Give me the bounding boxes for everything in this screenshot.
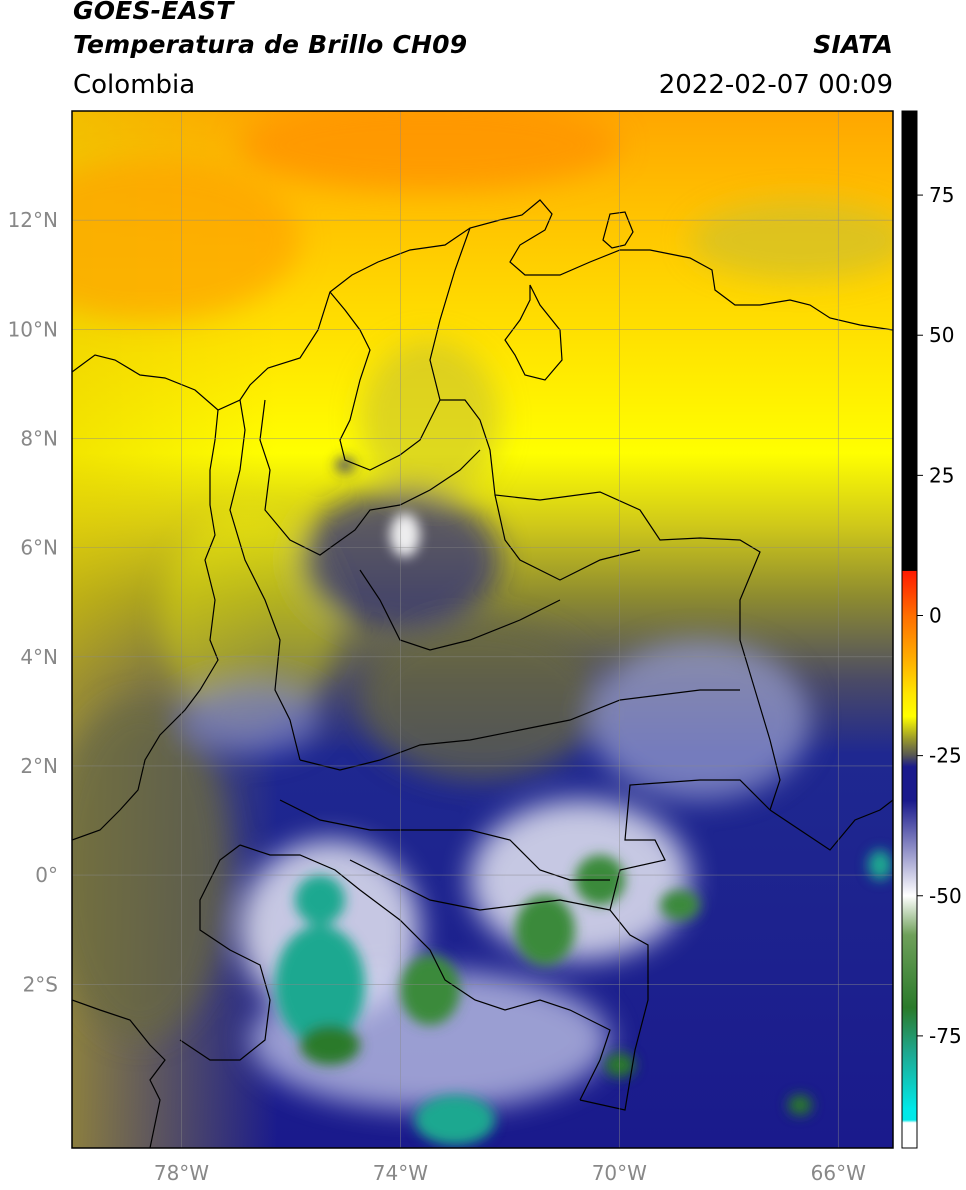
colorbar-frame bbox=[901, 110, 918, 1149]
lon-tick-label: 78°W bbox=[154, 1161, 209, 1185]
timestamp-label: 2022-02-07 00:09 bbox=[658, 70, 893, 100]
coastline-pacific bbox=[72, 409, 219, 841]
latitude-axis: 12°N 10°N 8°N 6°N 4°N 2°N 0° 2°S bbox=[8, 208, 58, 996]
lat-tick-label: 2°N bbox=[20, 754, 58, 778]
colorbar-tick-label: 75 bbox=[929, 183, 954, 207]
colorbar-tick-label: -25 bbox=[929, 744, 962, 768]
border-venezuela-brazil bbox=[769, 799, 893, 851]
border-ecuador bbox=[179, 844, 271, 1061]
border-colombia-brazil bbox=[579, 779, 771, 1111]
satellite-title: GOES-EAST bbox=[73, 0, 234, 25]
departments-west bbox=[229, 399, 301, 761]
lat-tick-label: 4°N bbox=[20, 645, 58, 669]
departments-putumayo bbox=[349, 859, 611, 911]
lat-tick-label: 2°S bbox=[23, 972, 58, 996]
colorbar-tick-label: 50 bbox=[929, 323, 954, 347]
border-colombia-venezuela bbox=[429, 227, 781, 811]
coastline-paraguana bbox=[602, 211, 634, 249]
lat-tick-label: 8°N bbox=[20, 426, 58, 450]
lat-tick-label: 0° bbox=[35, 863, 58, 887]
brightness-temperature-imagery bbox=[72, 111, 893, 1148]
longitude-axis: 78°W 74°W 70°W 66°W bbox=[154, 1161, 866, 1185]
departments-orinoquia bbox=[359, 569, 561, 651]
lat-tick-label: 12°N bbox=[8, 208, 58, 232]
departments-south bbox=[279, 799, 610, 881]
colorbar-tick-label: 0 bbox=[929, 603, 942, 627]
border-colombia-peru bbox=[239, 844, 611, 1101]
departments-amazon bbox=[299, 689, 740, 771]
graticule bbox=[72, 111, 893, 1148]
colorbar bbox=[902, 111, 917, 1148]
lake-maracaibo bbox=[504, 284, 563, 381]
product-title: Temperatura de Brillo CH09 bbox=[73, 30, 468, 59]
departments-north bbox=[329, 291, 441, 471]
lat-tick-label: 10°N bbox=[8, 317, 58, 341]
coastline-ecuador-peru bbox=[72, 999, 166, 1148]
map-frame bbox=[71, 110, 894, 1149]
colorbar-tick-label: 25 bbox=[929, 463, 954, 487]
boundaries bbox=[72, 199, 893, 1148]
lon-tick-label: 74°W bbox=[373, 1161, 428, 1185]
colorbar-tick-label: -50 bbox=[929, 884, 962, 908]
departments-center bbox=[259, 399, 481, 556]
colorbar-ticks: 75 50 25 0 -25 -50 -75 bbox=[917, 183, 962, 1048]
coastline-caribbean bbox=[72, 199, 893, 411]
lon-tick-label: 70°W bbox=[592, 1161, 647, 1185]
lat-tick-label: 6°N bbox=[20, 536, 58, 560]
region-label: Colombia bbox=[73, 70, 196, 100]
lon-tick-label: 66°W bbox=[811, 1161, 866, 1185]
agency-label: SIATA bbox=[813, 30, 893, 59]
colorbar-tick-label: -75 bbox=[929, 1024, 962, 1048]
departments-east bbox=[494, 494, 641, 581]
